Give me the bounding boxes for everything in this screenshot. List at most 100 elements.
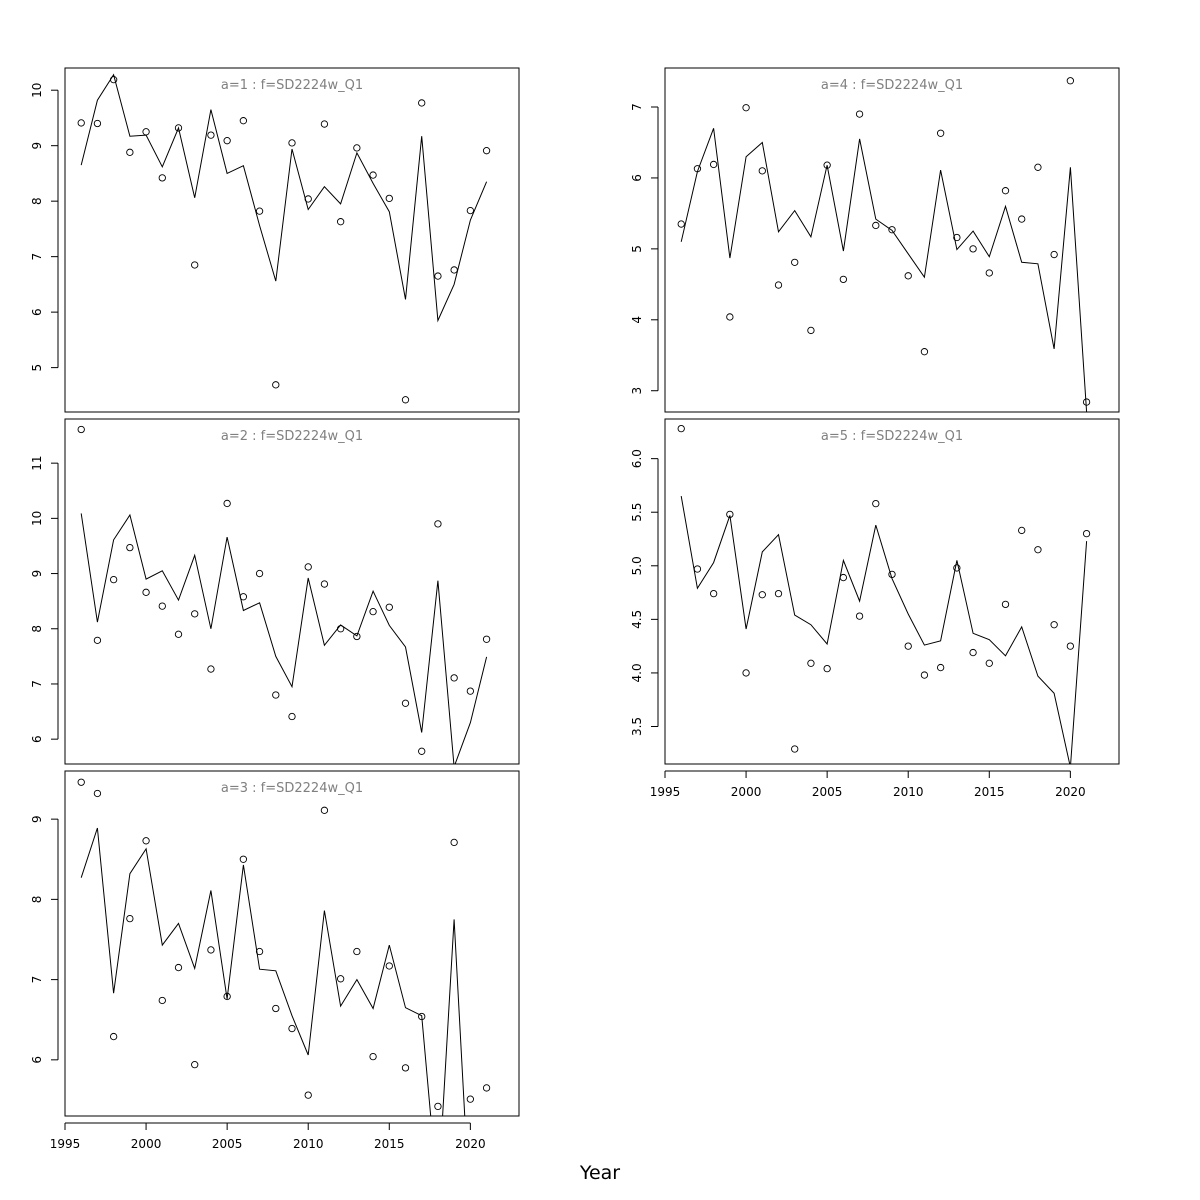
- observed-point: [207, 131, 215, 139]
- observed-point: [223, 992, 231, 1001]
- observed-point: [158, 996, 166, 1005]
- observed-point: [466, 206, 475, 215]
- observed-point: [272, 1004, 280, 1013]
- observed-point: [434, 1102, 442, 1111]
- observed-point: [109, 575, 118, 584]
- panel-5: a=5 : f=SD2224w_Q1 3.5 4.0 4.5 5.0 5.5 6.0 1995…: [630, 418, 1120, 799]
- observed-point: [255, 947, 264, 956]
- observed-point: [336, 625, 345, 633]
- fitted-series-line: [680, 128, 1088, 412]
- x-tick-label: 2000: [731, 785, 762, 799]
- observed-point: [158, 602, 166, 610]
- observed-point: [936, 663, 945, 672]
- observed-point: [920, 671, 929, 679]
- observed-point: [888, 570, 896, 579]
- observed-point: [272, 381, 280, 389]
- panel-title: a=2 : f=SD2224w_Q1: [221, 429, 363, 444]
- observed-point: [823, 664, 831, 673]
- observed-point: [336, 975, 345, 983]
- observed-point: [1001, 600, 1010, 609]
- observed-point: [1066, 77, 1075, 85]
- observed-point: [126, 543, 134, 552]
- observed-point: [1082, 529, 1091, 538]
- observed-point: [677, 220, 685, 228]
- observed-point: [758, 591, 766, 599]
- observed-point: [191, 610, 199, 618]
- panel-title: a=4 : f=SD2224w_Q1: [821, 78, 963, 93]
- y-tick-label: 10: [30, 83, 44, 98]
- y-tick-label: 8: [30, 896, 44, 904]
- observed-point: [985, 659, 993, 667]
- observed-point: [174, 124, 183, 132]
- observed-point: [466, 687, 475, 695]
- observed-point: [304, 195, 312, 203]
- panel-4: a=4 : f=SD2224w_Q1 3 4 5 6 7: [630, 67, 1120, 413]
- y-tick-label: 3.5: [630, 717, 644, 736]
- observed-point: [272, 691, 280, 699]
- observed-point: [401, 1064, 410, 1072]
- y-tick-label: 6: [30, 1056, 44, 1064]
- observed-point: [807, 326, 815, 335]
- y-tick-label: 5.0: [630, 556, 644, 575]
- observed-point: [93, 119, 102, 128]
- panel-frame: [64, 418, 520, 765]
- fitted-series-line: [680, 496, 1088, 764]
- observed-point: [418, 1012, 426, 1021]
- observed-point: [77, 425, 85, 434]
- observed-point: [142, 588, 150, 596]
- observed-point: [353, 632, 361, 641]
- observed-point: [839, 275, 848, 284]
- y-tick-label: 7: [30, 680, 44, 688]
- observed-point: [336, 218, 345, 226]
- y-tick-label: 7: [30, 253, 44, 261]
- observed-point: [872, 221, 880, 230]
- observed-point: [985, 269, 993, 277]
- observed-point: [450, 674, 458, 682]
- observed-point: [1050, 621, 1058, 629]
- observed-point: [239, 117, 248, 125]
- observed-point: [353, 144, 361, 152]
- observed-point: [1018, 215, 1026, 223]
- y-tick-label: 5.5: [630, 503, 644, 522]
- observed-point: [450, 838, 458, 847]
- observed-point: [418, 99, 426, 107]
- panel-title: a=1 : f=SD2224w_Q1: [221, 78, 363, 93]
- observed-point: [93, 636, 102, 645]
- observed-point: [255, 207, 264, 215]
- y-tick-label: 9: [30, 815, 44, 823]
- observed-point: [1082, 398, 1091, 406]
- observed-point: [239, 855, 248, 863]
- y-tick-label: 8: [30, 625, 44, 633]
- observed-point: [288, 712, 296, 721]
- observed-point: [320, 806, 329, 814]
- observed-point: [207, 665, 215, 673]
- observed-point: [109, 76, 118, 84]
- x-tick-label: 2005: [212, 1137, 243, 1151]
- observed-point: [855, 612, 864, 620]
- panel-frame: [664, 67, 1120, 413]
- observed-point: [142, 128, 150, 136]
- observed-point: [774, 281, 783, 289]
- x-tick-label: 2020: [455, 1137, 486, 1151]
- observed-point: [142, 837, 150, 845]
- observed-point: [158, 174, 166, 182]
- observed-point: [791, 745, 799, 753]
- panel-title: a=3 : f=SD2224w_Q1: [221, 781, 363, 796]
- observed-point: [191, 1061, 199, 1069]
- observed-point: [904, 272, 912, 280]
- y-tick-label: 6.0: [630, 449, 644, 468]
- observed-point: [288, 1024, 296, 1033]
- observed-point: [304, 563, 312, 571]
- observed-point: [126, 148, 134, 156]
- observed-point: [693, 165, 702, 173]
- observed-point: [174, 963, 183, 972]
- observed-point: [758, 167, 766, 175]
- panel-2: a=2 : f=SD2224w_Q1 6 7 8 9 10 11: [30, 418, 520, 765]
- observed-point: [872, 499, 880, 508]
- y-tick-label: 8: [30, 197, 44, 205]
- observed-point: [677, 424, 685, 433]
- fitted-series-line: [80, 513, 488, 764]
- observed-point: [709, 160, 718, 169]
- observed-point: [77, 119, 85, 127]
